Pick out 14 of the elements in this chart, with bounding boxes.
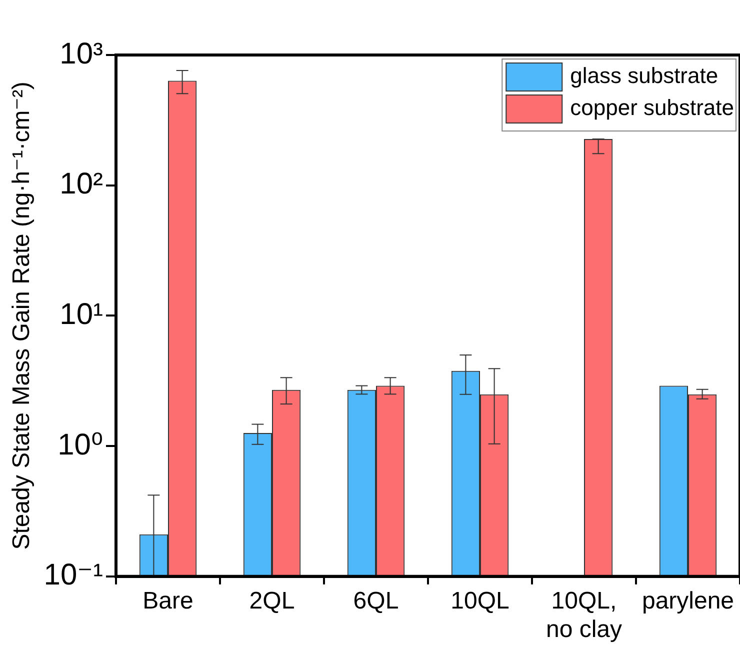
x-tick-label: 6QL [353,587,399,614]
x-tick-label: Bare [142,587,194,614]
legend-label: glass substrate [570,63,718,88]
x-tick-label: 10QL, no clay [546,587,622,644]
y-tick-label: 10¹ [60,298,104,331]
x-tick-label: 2QL [249,587,295,614]
y-axis-title: Steady State Mass Gain Rate (ng·h⁻¹·cm⁻²) [8,82,36,550]
y-tick-label: 10⁻¹ [44,558,103,592]
x-tick-label: 10QL [450,587,510,614]
x-tick-label: parylene [642,587,734,614]
y-tick-label: 10⁰ [58,428,103,462]
legend-label: copper substrate [570,95,734,120]
y-tick-label: 10² [60,168,104,201]
y-tick-label: 10³ [60,37,104,70]
